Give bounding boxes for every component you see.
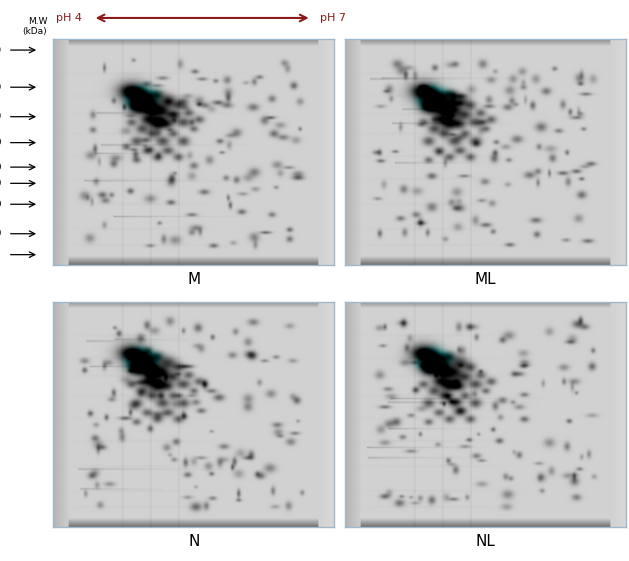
Text: N: N [188,534,199,549]
Text: 40: 40 [0,179,2,188]
Text: 30: 30 [0,200,2,209]
Text: 50: 50 [0,163,2,172]
Text: pH 7: pH 7 [320,13,346,23]
Text: pH 4: pH 4 [55,13,82,23]
Text: 100: 100 [0,112,2,121]
Text: NL: NL [476,534,496,549]
Text: 150: 150 [0,82,2,91]
Text: M.W
(kDa): M.W (kDa) [23,17,47,36]
Text: 20: 20 [0,229,2,238]
Text: 15: 15 [0,250,2,259]
Text: ML: ML [475,272,496,287]
Text: 250: 250 [0,45,2,54]
Text: 70: 70 [0,138,2,147]
Text: M: M [187,272,200,287]
